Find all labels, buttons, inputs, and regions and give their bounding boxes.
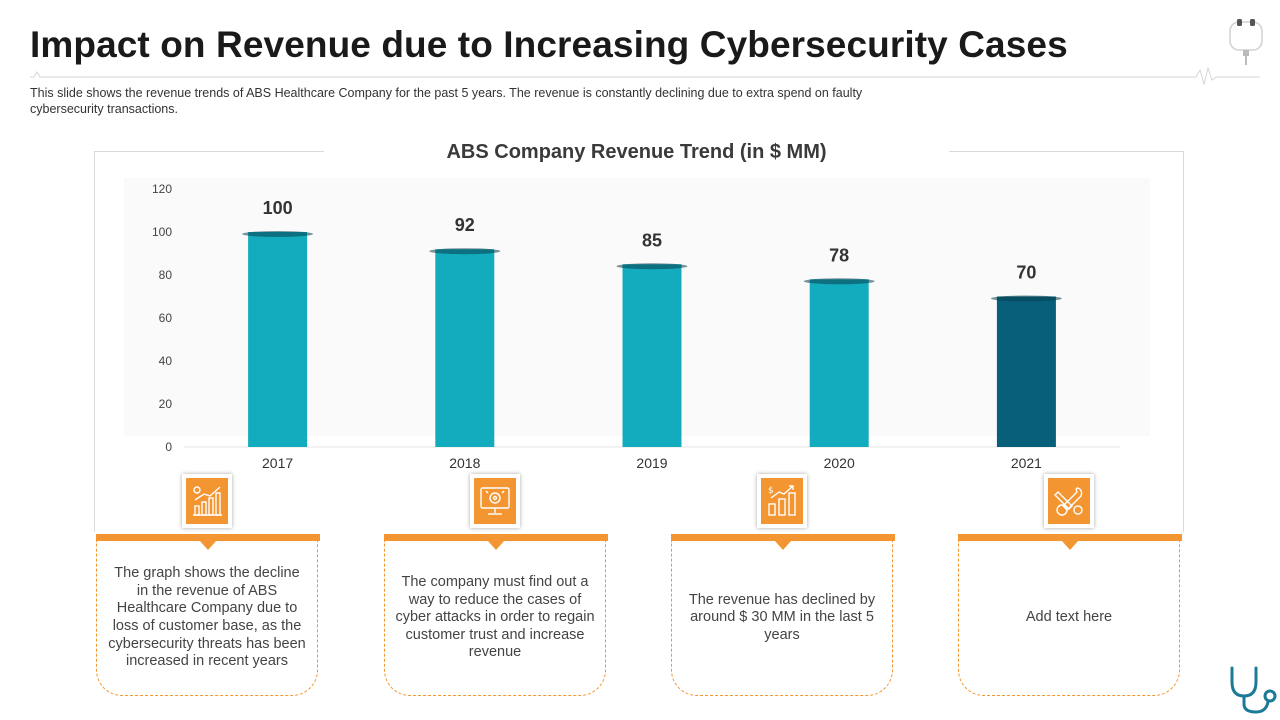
bar-2018	[435, 249, 495, 447]
bar-2020	[809, 279, 869, 447]
card-icon-frame	[182, 474, 232, 528]
info-card-1: The graph shows the decline in the reven…	[96, 472, 320, 698]
info-card-4: Add text here	[958, 472, 1182, 698]
y-tick-label: 0	[165, 440, 172, 454]
bar-2021	[996, 296, 1056, 447]
revenue-bar-chart-icon: $	[768, 485, 796, 516]
card-text: The company must find out a way to reduc…	[384, 541, 606, 696]
computer-security-icon	[480, 487, 510, 515]
x-tick-label: 2019	[636, 455, 667, 471]
data-label-2019: 85	[642, 230, 662, 250]
page-title: Impact on Revenue due to Increasing Cybe…	[30, 24, 1068, 65]
slide-description: This slide shows the revenue trends of A…	[30, 86, 863, 116]
bar-top-shadow	[990, 295, 1062, 302]
card-icon-frame	[1044, 474, 1094, 528]
bar-top-shadow	[242, 231, 314, 237]
card-text: The graph shows the decline in the reven…	[96, 541, 318, 696]
data-label-2020: 78	[829, 245, 849, 265]
bar-top-shadow	[616, 263, 688, 270]
ecg-divider-line	[30, 66, 1260, 86]
x-tick-label: 2018	[449, 455, 480, 471]
y-tick-label: 60	[159, 311, 173, 325]
info-card-3: $ The revenue has declined by around $ 3…	[671, 472, 895, 698]
y-tick-label: 40	[159, 354, 173, 368]
svg-text:$: $	[768, 486, 774, 496]
y-tick-label: 80	[159, 268, 173, 282]
y-tick-label: 20	[159, 397, 173, 411]
stethoscope-icon	[1230, 666, 1277, 714]
bar-top-shadow	[429, 248, 501, 255]
chart-title: ABS Company Revenue Trend (in $ MM)	[324, 138, 949, 168]
card-text: The revenue has declined by around $ 30 …	[671, 541, 893, 696]
bar-2019	[622, 264, 682, 447]
x-tick-label: 2021	[1011, 455, 1042, 471]
bar-2017	[248, 232, 308, 447]
card-icon-frame	[470, 474, 520, 528]
tools-icon	[1054, 487, 1083, 516]
x-tick-label: 2017	[262, 455, 293, 471]
plug-icon	[1229, 19, 1263, 65]
data-label-2021: 70	[1016, 263, 1036, 283]
x-tick-label: 2020	[824, 455, 855, 471]
info-card-2: The company must find out a way to reduc…	[384, 472, 608, 698]
data-label-2017: 100	[263, 198, 293, 218]
card-icon-frame: $	[757, 474, 807, 528]
y-tick-label: 120	[152, 182, 172, 196]
bar-top-shadow	[803, 278, 875, 285]
revenue-bar-chart: 0 20 40 60 80 100 120 100 2017 92 2018 85 2019 78 2020…	[151, 182, 1120, 471]
y-tick-label: 100	[152, 225, 172, 239]
card-text: Add text here	[958, 541, 1180, 696]
growth-chart-icon	[193, 486, 222, 516]
data-label-2018: 92	[455, 215, 475, 235]
